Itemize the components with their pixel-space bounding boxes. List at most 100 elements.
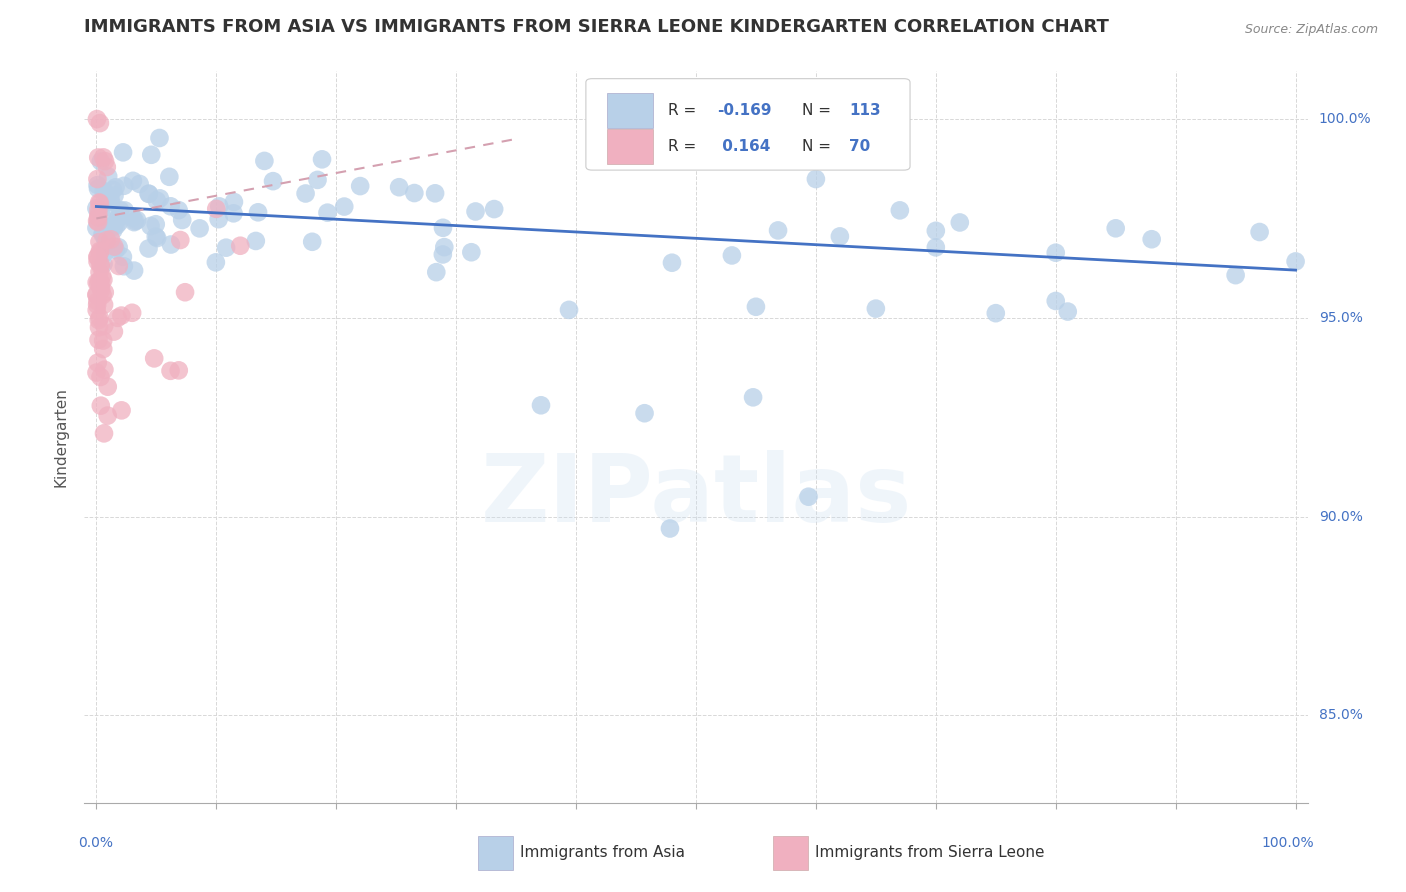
Point [160, 237, 183, 252]
Point [222, 194, 245, 209]
Point [205, 255, 228, 269]
Point [1140, 232, 1163, 246]
Point [112, 145, 135, 160]
Point [93, 318, 115, 333]
Point [388, 180, 411, 194]
Point [262, 174, 284, 188]
Point [889, 203, 911, 218]
FancyBboxPatch shape [586, 78, 910, 170]
Point [98, 219, 121, 234]
Point [1056, 304, 1078, 318]
Text: Immigrants from Asia: Immigrants from Asia [520, 846, 685, 860]
Point [96, 160, 118, 174]
Point [87, 208, 110, 222]
Point [464, 204, 486, 219]
Point [103, 223, 125, 237]
Point [145, 217, 167, 231]
Point [925, 240, 948, 254]
Point [89, 235, 111, 249]
Point [97, 380, 120, 394]
Point [103, 188, 125, 202]
Point [316, 205, 339, 219]
Point [122, 263, 145, 277]
Point [86, 254, 108, 268]
Point [104, 243, 127, 257]
Point [93, 426, 115, 441]
Point [94, 154, 117, 169]
Point [86, 202, 108, 216]
Point [91, 342, 114, 356]
Point [721, 248, 744, 262]
Text: Source: ZipAtlas.com: Source: ZipAtlas.com [1244, 22, 1378, 36]
Point [172, 213, 194, 227]
Point [169, 233, 191, 247]
Point [89, 265, 111, 279]
Point [101, 183, 124, 197]
Point [108, 216, 131, 230]
Point [865, 301, 887, 316]
Text: 90.0%: 90.0% [1319, 509, 1362, 524]
Point [89, 195, 111, 210]
Point [247, 205, 270, 219]
Point [294, 186, 316, 201]
Point [530, 398, 553, 412]
Point [121, 306, 143, 320]
Point [86, 221, 108, 235]
Point [86, 288, 108, 302]
Point [94, 285, 117, 300]
Point [208, 199, 231, 213]
Y-axis label: Kindergarten: Kindergarten [53, 387, 69, 487]
Point [128, 177, 150, 191]
Point [797, 490, 820, 504]
Point [149, 191, 172, 205]
Point [423, 186, 446, 201]
Point [103, 218, 125, 232]
Point [100, 221, 122, 235]
Text: IMMIGRANTS FROM ASIA VS IMMIGRANTS FROM SIERRA LEONE KINDERGARTEN CORRELATION CH: IMMIGRANTS FROM ASIA VS IMMIGRANTS FROM … [84, 18, 1109, 36]
Point [86, 366, 108, 380]
Point [167, 363, 190, 377]
Point [174, 285, 197, 300]
Point [404, 186, 426, 200]
Point [1225, 268, 1247, 282]
Text: 113: 113 [849, 103, 880, 118]
Point [311, 153, 333, 167]
Point [87, 215, 110, 229]
Point [245, 234, 267, 248]
Point [86, 303, 108, 318]
Point [742, 390, 765, 404]
Point [108, 203, 131, 218]
Point [157, 169, 180, 184]
Text: 100.0%: 100.0% [1261, 836, 1313, 850]
Point [91, 268, 114, 283]
Text: 95.0%: 95.0% [1319, 310, 1362, 325]
Point [159, 364, 181, 378]
Point [103, 325, 125, 339]
Point [87, 202, 110, 217]
Point [87, 333, 110, 347]
Point [94, 245, 117, 260]
Point [107, 211, 129, 226]
Point [124, 214, 146, 228]
Point [91, 227, 114, 242]
Point [103, 239, 125, 253]
Point [1249, 225, 1271, 239]
Point [89, 370, 111, 384]
Point [208, 212, 231, 227]
Point [112, 259, 135, 273]
Text: 0.0%: 0.0% [79, 836, 114, 850]
Point [432, 220, 454, 235]
Point [91, 334, 114, 348]
Point [86, 287, 108, 301]
Text: N =: N = [803, 139, 837, 154]
Point [107, 259, 129, 273]
Point [138, 242, 160, 256]
Point [949, 215, 972, 229]
Point [96, 195, 118, 210]
Point [86, 298, 108, 312]
Point [482, 202, 505, 216]
Point [432, 247, 454, 261]
Point [97, 169, 120, 184]
Point [661, 256, 683, 270]
Point [91, 226, 114, 240]
